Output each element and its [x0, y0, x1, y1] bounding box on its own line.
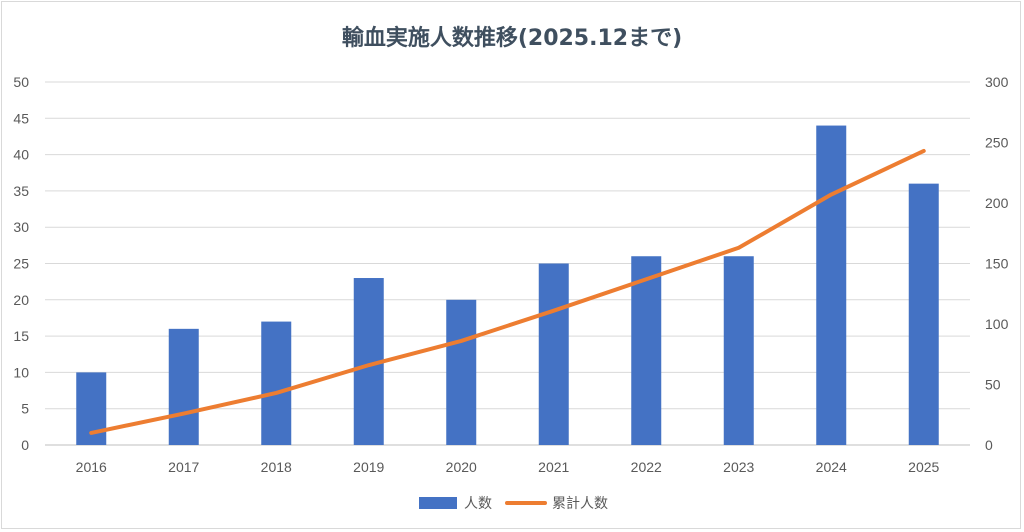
x-tick-label: 2022: [631, 459, 662, 475]
y2-tick-label: 0: [985, 437, 993, 453]
x-tick-label: 2023: [723, 459, 754, 475]
y-tick-label: 0: [21, 437, 29, 453]
x-tick-label: 2020: [446, 459, 477, 475]
x-tick-label: 2025: [908, 459, 939, 475]
legend-swatch-bar: [419, 497, 457, 509]
x-tick-label: 2024: [816, 459, 847, 475]
bar: [631, 256, 662, 445]
x-tick-label: 2019: [353, 459, 384, 475]
x-tick-label: 2018: [261, 459, 292, 475]
legend: 人数 累計人数: [419, 496, 608, 512]
y-tick-label: 35: [13, 183, 29, 199]
grid-lines: [45, 81, 970, 446]
legend-label-bar: 人数: [464, 496, 492, 512]
y-tick-label: 30: [13, 219, 29, 235]
y-tick-label: 50: [13, 74, 29, 90]
cumulative-line: [89, 148, 926, 435]
y-tick-label: 25: [13, 256, 29, 272]
y-tick-label: 10: [13, 364, 29, 380]
line-series: [89, 148, 926, 435]
bar: [168, 328, 199, 445]
y-tick-label: 20: [13, 292, 29, 308]
y-tick-label: 15: [13, 328, 29, 344]
left-axis-ticks: 0 5 10 15 20 25 30 35 40 45 50: [13, 74, 29, 453]
y2-tick-label: 300: [985, 74, 1009, 90]
bar: [538, 263, 569, 445]
bar: [723, 256, 754, 445]
y-tick-label: 45: [13, 110, 29, 126]
x-axis-ticks: 2016 2017 2018 2019 2020 2021 2022 2023 2024 2025: [76, 459, 940, 475]
y2-tick-label: 50: [985, 377, 1001, 393]
y-tick-label: 5: [21, 401, 29, 417]
x-tick-label: 2017: [168, 459, 199, 475]
bar: [446, 299, 477, 445]
y-tick-label: 40: [13, 147, 29, 163]
y2-tick-label: 200: [985, 195, 1009, 211]
legend-label-line: 累計人数: [552, 496, 608, 512]
x-tick-label: 2021: [538, 459, 569, 475]
y2-tick-label: 250: [985, 135, 1009, 151]
y2-tick-label: 100: [985, 316, 1009, 332]
bar: [908, 183, 939, 445]
bar: [816, 125, 847, 445]
x-tick-label: 2016: [76, 459, 107, 475]
y2-tick-label: 150: [985, 256, 1009, 272]
right-axis-ticks: 0 50 100 150 200 250 300: [985, 74, 1009, 453]
bar-series: [76, 125, 939, 445]
chart-title: 輸血実施人数推移(2025.12まで): [341, 26, 683, 51]
bar: [261, 321, 292, 445]
